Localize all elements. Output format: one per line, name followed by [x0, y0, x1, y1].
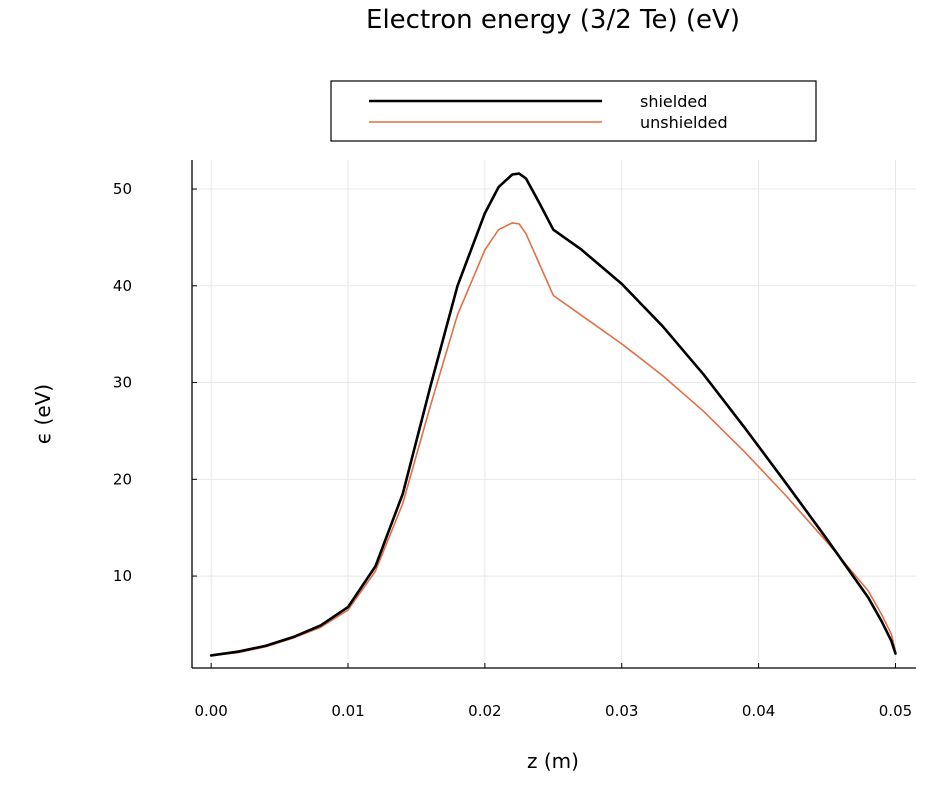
series-lines — [209, 172, 897, 657]
chart-title: Electron energy (3/2 Te) (eV) — [366, 5, 740, 35]
legend-label-unshielded: unshielded — [640, 113, 728, 132]
legend: shielded unshielded — [330, 80, 817, 142]
x-tick-label: 0.01 — [331, 702, 364, 720]
x-tick-label: 0.02 — [468, 702, 501, 720]
x-tick-label: 0.04 — [742, 702, 775, 720]
x-axis-ticks: 0.00 0.01 0.02 0.03 0.04 0.05 — [194, 663, 912, 720]
x-tick-label: 0.00 — [194, 702, 227, 720]
series-line-shielded — [209, 172, 897, 657]
x-tick-label: 0.05 — [879, 702, 912, 720]
y-tick-label: 40 — [113, 277, 132, 295]
y-tick-label: 50 — [113, 180, 132, 198]
y-tick-label: 30 — [113, 374, 132, 392]
x-axis-label: z (m) — [527, 749, 579, 773]
y-gridlines — [192, 188, 916, 577]
x-tick-label: 0.03 — [605, 702, 638, 720]
x-gridlines — [210, 160, 896, 668]
y-axis-label: ϵ (eV) — [31, 384, 55, 444]
legend-label-shielded: shielded — [640, 92, 707, 111]
legend-box — [330, 80, 817, 142]
y-tick-label: 20 — [113, 470, 132, 488]
series-line-unshielded — [210, 222, 897, 657]
y-axis-ticks: 10 20 30 40 50 — [113, 180, 197, 585]
y-tick-label: 10 — [113, 567, 132, 585]
